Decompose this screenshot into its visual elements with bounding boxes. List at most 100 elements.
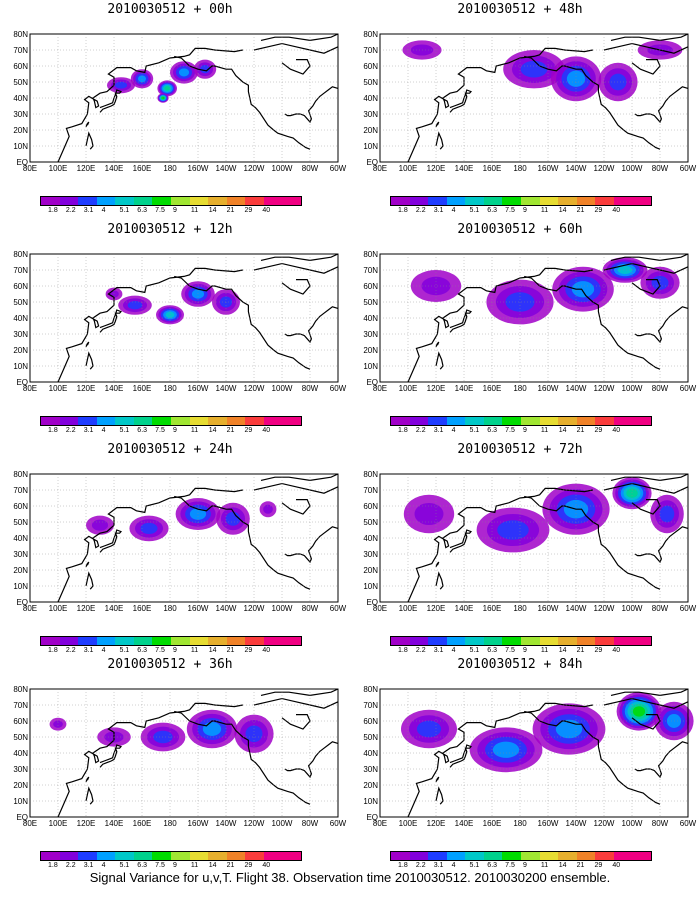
y-tick-label: EQ — [16, 813, 28, 822]
x-tick-label: 80W — [652, 164, 669, 173]
y-tick-label: 80N — [363, 685, 378, 694]
y-tick-label: 20N — [13, 126, 28, 135]
coastline — [631, 499, 661, 515]
colorbar-swatch — [189, 197, 209, 205]
colorbar: 1.8 2.2 3.1 4 5.1 6.3 7.5 9 11 14 21 29 40 — [390, 196, 652, 216]
colorbar-swatch — [282, 637, 302, 645]
colorbar-label: 1.8 — [398, 862, 408, 869]
coastline — [634, 86, 689, 124]
colorbar-swatch — [632, 637, 652, 645]
coastline — [284, 86, 339, 124]
coastline — [57, 487, 243, 603]
coastline — [284, 306, 339, 344]
variance-contour — [140, 522, 158, 534]
coastline — [174, 710, 311, 805]
coastline — [603, 697, 689, 709]
colorbar-swatch — [171, 852, 190, 860]
colorbar-label: 21 — [576, 207, 585, 214]
colorbar-swatch — [576, 417, 596, 425]
x-tick-label: 140W — [566, 164, 587, 173]
colorbar-swatch — [465, 852, 484, 860]
coastline — [631, 59, 661, 75]
coastline — [57, 47, 243, 163]
variance-field — [401, 692, 694, 773]
y-tick-label: EQ — [16, 378, 28, 387]
colorbar-label: 7.5 — [505, 427, 515, 434]
colorbar-swatch — [245, 637, 264, 645]
x-tick-label: 120W — [244, 819, 265, 828]
colorbar-swatch — [409, 417, 429, 425]
colorbar-swatch — [558, 637, 577, 645]
colorbar-swatch — [171, 417, 190, 425]
map-12h: 80E 100E 120E 140E 160E 180 160W 140W 120W 100W 80… — [13, 250, 346, 393]
panel-title: 2010030512 + 36h — [107, 657, 233, 672]
colorbar-label: 29 — [594, 427, 603, 434]
colorbar-swatch — [428, 197, 447, 205]
y-tick-label: EQ — [366, 813, 378, 822]
x-tick-label: 140W — [216, 384, 237, 393]
colorbar-label: 40 — [262, 647, 271, 654]
coastline — [260, 688, 339, 697]
y-tick-label: EQ — [366, 158, 378, 167]
colorbar-swatch — [133, 637, 153, 645]
y-tick-label: 20N — [363, 126, 378, 135]
variance-contour — [202, 722, 222, 736]
colorbar-swatches — [40, 851, 302, 861]
map-36h: 80E 100E 120E 140E 160E 180 160W 140W 120W 100W 80… — [13, 685, 346, 828]
colorbar-labels: 1.8 2.2 3.1 4 5.1 6.3 7.5 9 11 14 21 29 40 — [40, 427, 302, 437]
colorbar-label: 2.2 — [65, 647, 76, 654]
colorbar-swatch — [502, 637, 522, 645]
variance-contour — [571, 281, 595, 298]
y-tick-label: 10N — [363, 797, 378, 806]
y-tick-label: 50N — [13, 518, 28, 527]
colorbar: 1.8 2.2 3.1 4 5.1 6.3 7.5 9 11 14 21 29 40 — [390, 851, 652, 871]
colorbar-label: 3.1 — [433, 207, 444, 214]
y-tick-label: 80N — [363, 30, 378, 39]
colorbar-label: 6.3 — [137, 647, 148, 654]
y-tick-label: 10N — [13, 797, 28, 806]
y-tick-label: 10N — [363, 142, 378, 151]
colorbar-label: 21 — [226, 427, 235, 434]
colorbar-label-spacer — [630, 427, 648, 437]
colorbar-label: 1.8 — [398, 207, 408, 214]
colorbar-labels: 1.8 2.2 3.1 4 5.1 6.3 7.5 9 11 14 21 29 40 — [390, 427, 652, 437]
colorbar-label-spacer — [280, 207, 298, 217]
x-tick-label: 140E — [455, 604, 474, 613]
colorbar-swatch — [502, 417, 522, 425]
colorbar-swatch — [521, 417, 540, 425]
colorbar-swatch — [96, 197, 116, 205]
x-tick-label: 100W — [622, 384, 643, 393]
x-tick-label: 60W — [680, 604, 697, 613]
colorbar-label: 21 — [576, 862, 585, 869]
y-tick-label: 70N — [363, 486, 378, 495]
colorbar-swatch — [428, 852, 447, 860]
colorbar-label: 7.5 — [505, 207, 515, 214]
colorbar-swatch — [632, 197, 652, 205]
x-tick-label: 160W — [188, 164, 209, 173]
colorbar-swatch — [576, 197, 596, 205]
colorbar-swatch — [539, 852, 559, 860]
x-tick-label: 120W — [594, 384, 615, 393]
coastline — [449, 529, 473, 553]
colorbar-swatch — [226, 417, 246, 425]
map-60h: 80E 100E 120E 140E 160E 180 160W 140W 120W 100W 80… — [363, 250, 696, 393]
panel-title: 2010030512 + 84h — [457, 657, 583, 672]
y-tick-label: 10N — [13, 142, 28, 151]
colorbar-swatch — [59, 197, 79, 205]
coastline — [435, 786, 444, 805]
y-tick-label: 20N — [363, 781, 378, 790]
colorbar-swatch — [391, 852, 410, 860]
colorbar-swatch — [245, 197, 264, 205]
colorbar-label: 21 — [226, 862, 235, 869]
y-tick-label: 60N — [13, 717, 28, 726]
colorbar-swatch — [483, 637, 503, 645]
y-tick-label: EQ — [366, 378, 378, 387]
map-72h: 80E 100E 120E 140E 160E 180 160W 140W 120W 100W 80… — [363, 470, 696, 613]
colorbar-label: 3.1 — [433, 647, 444, 654]
coastline — [524, 55, 661, 150]
y-tick-label: 60N — [13, 502, 28, 511]
x-tick-label: 80E — [23, 384, 37, 393]
y-tick-label: 20N — [13, 781, 28, 790]
y-tick-label: EQ — [16, 598, 28, 607]
colorbar-label: 4 — [451, 862, 456, 869]
